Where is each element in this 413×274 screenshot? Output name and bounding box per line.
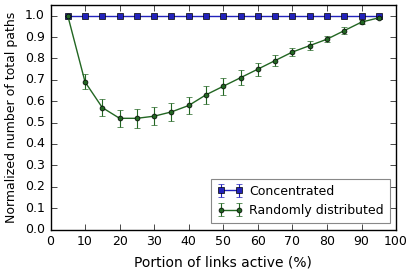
Legend: Concentrated, Randomly distributed: Concentrated, Randomly distributed <box>211 178 390 223</box>
X-axis label: Portion of links active (%): Portion of links active (%) <box>134 255 312 269</box>
Y-axis label: Normalized number of total paths: Normalized number of total paths <box>5 12 18 223</box>
